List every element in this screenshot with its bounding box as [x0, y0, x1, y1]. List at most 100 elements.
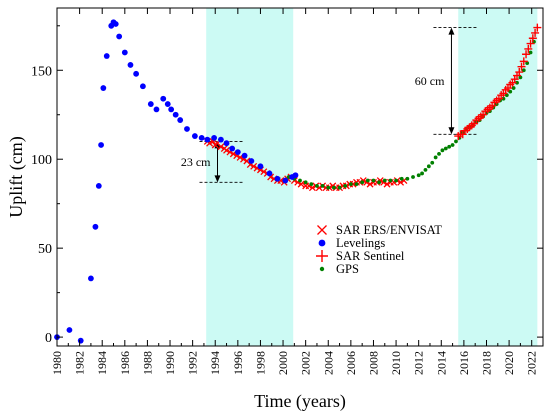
data-point	[377, 180, 381, 184]
data-point	[177, 117, 183, 123]
x-tick-label: 1984	[95, 351, 109, 375]
data-point	[140, 83, 146, 89]
data-point	[437, 152, 441, 156]
x-tick-label: 2010	[389, 351, 403, 375]
data-point	[343, 184, 347, 188]
data-point	[360, 180, 364, 184]
y-tick-label: 50	[38, 242, 52, 257]
x-tick-label: 1992	[186, 351, 200, 375]
x-tick-label: 1994	[208, 351, 222, 375]
x-tick-label: 2016	[457, 351, 471, 375]
annotation-label: 23 cm	[181, 155, 211, 169]
data-point	[88, 276, 94, 282]
data-point	[355, 182, 359, 186]
legend-marker	[318, 226, 327, 235]
x-tick-label: 1996	[231, 351, 245, 375]
data-point	[282, 178, 288, 184]
data-point	[104, 53, 110, 59]
x-tick-label: 2022	[525, 351, 539, 375]
x-tick-label: 2002	[299, 351, 313, 375]
arrow-head	[448, 127, 454, 134]
data-point	[154, 107, 160, 113]
legend-label: GPS	[336, 262, 359, 276]
x-tick-label: 1998	[253, 351, 267, 375]
data-point	[394, 179, 398, 183]
x-tick-label: 1982	[73, 351, 87, 375]
data-point	[420, 172, 424, 176]
legend-marker	[319, 240, 326, 247]
data-point	[267, 171, 273, 177]
x-tick-label: 2018	[479, 351, 493, 375]
data-point	[293, 172, 299, 178]
data-point	[451, 143, 455, 147]
arrow-head	[448, 28, 454, 35]
data-point	[168, 107, 174, 113]
data-point	[235, 149, 241, 155]
legend-label: SAR ERS/ENVISAT	[336, 223, 442, 237]
data-point	[173, 112, 179, 118]
data-point	[78, 338, 84, 344]
data-point	[383, 179, 387, 183]
data-point	[447, 145, 451, 149]
y-tick-label: 150	[31, 64, 52, 79]
x-axis-label: Time (years)	[254, 391, 346, 412]
data-point	[93, 224, 99, 230]
data-point	[417, 173, 421, 177]
data-point	[184, 126, 190, 132]
x-tick-label: 1980	[50, 351, 64, 375]
data-point	[204, 137, 210, 143]
y-tick-label: 0	[45, 331, 52, 346]
shaded-period	[458, 8, 537, 346]
legend-marker	[316, 250, 328, 262]
x-tick-label: 2012	[412, 351, 426, 375]
data-point	[400, 177, 404, 181]
data-point	[454, 140, 458, 144]
data-point	[160, 96, 166, 102]
data-point	[389, 179, 393, 183]
data-point	[512, 86, 516, 90]
x-tick-label: 1986	[118, 351, 132, 375]
data-point	[165, 101, 171, 107]
data-point	[434, 156, 438, 160]
legend-label: SAR Sentinel	[336, 249, 405, 263]
data-point	[304, 180, 308, 184]
data-point	[274, 176, 280, 182]
legend-marker	[320, 267, 324, 271]
data-point	[128, 62, 134, 68]
data-point	[249, 158, 255, 164]
data-point	[242, 153, 248, 159]
data-point	[122, 50, 128, 56]
y-axis-label: Uplift (cm)	[6, 136, 27, 217]
x-tick-label: 2008	[366, 351, 380, 375]
x-tick-label: 1988	[140, 351, 154, 375]
data-point	[96, 183, 102, 189]
data-point	[372, 179, 376, 183]
data-point	[67, 327, 73, 333]
data-point	[427, 164, 431, 168]
data-point	[199, 135, 205, 141]
data-point	[332, 186, 336, 190]
data-point	[148, 101, 154, 107]
data-point	[298, 179, 302, 183]
data-point	[424, 168, 428, 172]
data-point	[224, 140, 230, 146]
shaded-periods	[206, 8, 537, 346]
data-point	[326, 186, 330, 190]
data-point	[444, 147, 448, 151]
data-point	[133, 71, 139, 77]
data-point	[113, 21, 119, 27]
data-point	[411, 175, 415, 179]
data-point	[441, 148, 445, 152]
data-point	[430, 161, 434, 165]
annotation-label: 60 cm	[415, 74, 445, 88]
data-point	[229, 146, 235, 152]
x-tick-label: 1990	[163, 351, 177, 375]
data-point	[366, 179, 370, 183]
x-tick-label: 2004	[321, 351, 335, 375]
x-tick-label: 2014	[434, 351, 448, 375]
data-point	[405, 177, 409, 181]
data-point	[258, 163, 264, 169]
data-point	[349, 182, 353, 186]
